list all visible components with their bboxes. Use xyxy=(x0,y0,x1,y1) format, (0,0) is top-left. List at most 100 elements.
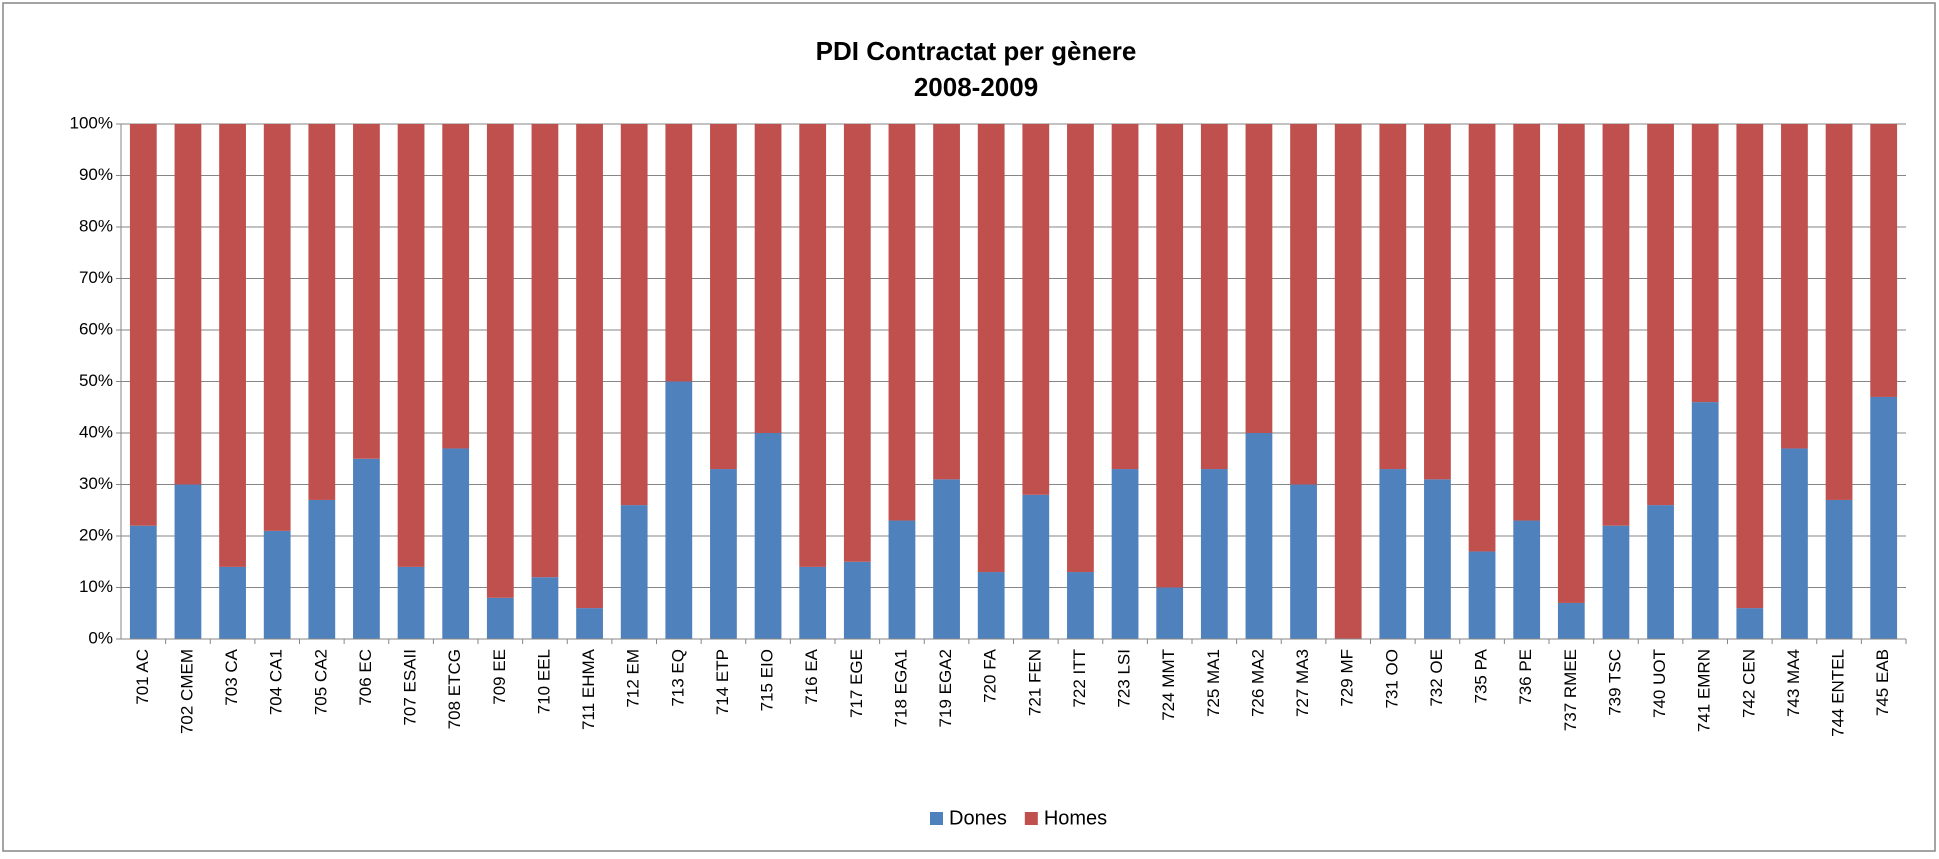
x-tick-label: 705 CA2 xyxy=(311,649,330,715)
bar-segment xyxy=(843,561,871,639)
bar-segment xyxy=(1424,479,1451,639)
y-tick-label: 80% xyxy=(79,216,113,235)
y-tick-label: 60% xyxy=(79,319,113,338)
bar-segment xyxy=(1067,124,1094,573)
bar-segment xyxy=(1111,124,1139,470)
legend-label: Homes xyxy=(1044,807,1107,829)
bar-segment xyxy=(888,520,916,639)
bar-segment xyxy=(933,479,960,639)
bar-segment xyxy=(1557,124,1585,603)
bar-segment xyxy=(308,499,336,639)
x-tick-label: 739 TSC xyxy=(1605,649,1624,716)
x-tick-label: 731 OO xyxy=(1382,649,1401,709)
x-tick-label: 713 EQ xyxy=(668,649,687,707)
legend-swatch xyxy=(930,812,943,825)
x-tick-label: 735 PA xyxy=(1472,648,1491,703)
bar-segment xyxy=(576,124,603,609)
bar-segment xyxy=(1736,608,1764,639)
bar-segment xyxy=(1245,124,1273,433)
bar-segment xyxy=(353,458,380,639)
bar-segment xyxy=(1557,602,1585,639)
bar-segment xyxy=(1022,124,1050,495)
bar-segment xyxy=(1691,124,1719,403)
x-tick-label: 725 MA1 xyxy=(1204,649,1223,717)
chart-title: PDI Contractat per gènere xyxy=(816,36,1137,66)
x-tick-label: 712 EM xyxy=(624,649,643,708)
bar-segment xyxy=(1290,484,1317,639)
x-tick-label: 707 ESAII xyxy=(401,649,420,726)
x-tick-label: 715 EIO xyxy=(758,649,777,711)
bar-segment xyxy=(1513,520,1541,639)
x-tick-label: 722 ITT xyxy=(1070,649,1089,708)
x-tick-label: 704 CA1 xyxy=(267,649,286,715)
bar-segment xyxy=(977,124,1005,573)
x-tick-label: 720 FA xyxy=(981,648,1000,703)
bar-segment xyxy=(1468,124,1496,552)
bar-segment xyxy=(1602,124,1630,526)
x-tick-label: 744 ENTEL xyxy=(1829,649,1848,737)
bar-segment xyxy=(620,124,648,506)
bar-segment xyxy=(665,124,693,382)
bar-segment xyxy=(665,381,693,639)
bar-segment xyxy=(754,433,782,639)
bar-segment xyxy=(754,124,782,433)
x-tick-label: 726 MA2 xyxy=(1248,649,1267,717)
x-tick-label: 706 EC xyxy=(356,649,375,706)
x-tick-label: 741 EMRN xyxy=(1695,649,1714,732)
y-tick-label: 100% xyxy=(70,113,113,132)
legend-swatch xyxy=(1024,812,1038,825)
bar-segment xyxy=(531,577,559,639)
bar-segment xyxy=(263,124,291,531)
bar-segment xyxy=(620,505,648,639)
bar-segment xyxy=(888,124,916,521)
bar-segment xyxy=(1200,124,1228,470)
x-tick-label: 711 EHMA xyxy=(579,648,598,730)
bar-segment xyxy=(1825,124,1853,500)
bar-segment xyxy=(486,124,514,598)
bar-segment xyxy=(1468,551,1496,639)
bar-segment xyxy=(576,608,603,639)
bar-segment xyxy=(1870,396,1898,639)
bar-segment xyxy=(977,572,1005,639)
y-tick-label: 10% xyxy=(79,577,113,596)
bar-segment xyxy=(1647,505,1674,639)
bar-segment xyxy=(397,124,425,567)
y-tick-label: 20% xyxy=(79,525,113,544)
bar-segment xyxy=(1870,124,1898,397)
x-tick-label: 702 CMEM xyxy=(177,649,196,734)
bar-segment xyxy=(799,566,827,639)
y-tick-label: 40% xyxy=(79,422,113,441)
x-tick-label: 716 EA xyxy=(802,648,821,704)
chart-subtitle: 2008-2009 xyxy=(914,72,1038,102)
bar-segment xyxy=(308,124,336,500)
bar-segment xyxy=(1200,469,1228,639)
x-tick-label: 714 ETP xyxy=(713,649,732,715)
bar-segment xyxy=(263,530,291,639)
bar-segment xyxy=(353,124,380,459)
bar-segment xyxy=(1691,402,1719,639)
bar-segment xyxy=(799,124,827,567)
bar-segment xyxy=(1111,469,1139,639)
bar-segment xyxy=(1156,124,1184,588)
legend-label: Dones xyxy=(949,807,1007,829)
y-tick-label: 30% xyxy=(79,474,113,493)
bar-segment xyxy=(1602,525,1630,639)
bar-segment xyxy=(219,566,246,639)
bar-segment xyxy=(1245,433,1273,639)
bar-segment xyxy=(933,124,960,480)
x-tick-label: 718 EGA1 xyxy=(891,649,910,727)
bar-segment xyxy=(843,124,871,562)
bar-segment xyxy=(1513,124,1541,521)
x-tick-label: 703 CA xyxy=(222,648,241,705)
x-tick-label: 717 EGE xyxy=(847,649,866,718)
x-tick-label: 721 FEN xyxy=(1025,649,1044,716)
x-tick-label: 727 MA3 xyxy=(1293,649,1312,717)
bar-segment xyxy=(219,124,246,567)
bar-segment xyxy=(1290,124,1317,485)
y-tick-label: 0% xyxy=(88,628,113,647)
bar-segment xyxy=(397,566,425,639)
y-tick-label: 50% xyxy=(79,371,113,390)
x-tick-label: 740 UOT xyxy=(1650,649,1669,718)
x-tick-label: 729 MF xyxy=(1338,649,1357,707)
